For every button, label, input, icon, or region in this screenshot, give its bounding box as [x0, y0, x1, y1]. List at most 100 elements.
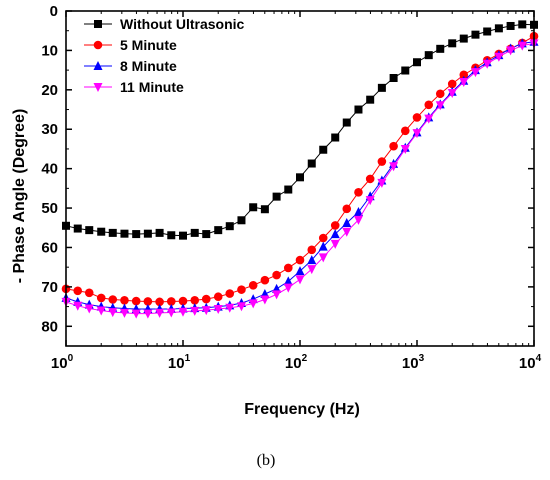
- data-point: [283, 283, 293, 293]
- data-point: [73, 224, 82, 233]
- data-point: [85, 226, 94, 235]
- data-point: [283, 276, 293, 286]
- y-tick-label: 60: [41, 239, 58, 256]
- data-point: [412, 113, 422, 122]
- data-point: [272, 270, 281, 280]
- data-point: [96, 293, 106, 303]
- data-point: [236, 302, 246, 312]
- data-point: [471, 30, 480, 39]
- y-tick-label: 50: [41, 200, 58, 217]
- y-tick-label: 20: [41, 82, 58, 99]
- data-point: [400, 144, 410, 154]
- data-point: [190, 306, 200, 316]
- y-tick-label: 10: [41, 42, 58, 59]
- data-point: [377, 178, 387, 188]
- data-point: [283, 263, 293, 273]
- legend-item-2: 8 Minute: [84, 58, 177, 74]
- data-point: [213, 304, 223, 314]
- legend-item-3: 11 Minute: [84, 79, 184, 95]
- data-point: [96, 306, 106, 316]
- data-point: [237, 216, 246, 225]
- data-point: [377, 157, 387, 166]
- data-point: [424, 51, 433, 60]
- data-point: [73, 301, 83, 311]
- plot-frame: [65, 10, 535, 347]
- data-point: [330, 239, 340, 249]
- data-point: [400, 126, 410, 136]
- data-point: [155, 308, 165, 318]
- data-point: [201, 294, 211, 304]
- data-point: [190, 295, 200, 305]
- x-axis-title: Frequency (Hz): [244, 401, 360, 418]
- data-point: [470, 68, 480, 78]
- data-point: [166, 308, 176, 318]
- data-point: [330, 221, 340, 230]
- data-point: [494, 24, 503, 33]
- data-point: [214, 226, 223, 235]
- data-point: [342, 204, 352, 214]
- legend-item-0: Without Ultrasonic: [84, 16, 245, 32]
- data-point: [120, 229, 129, 238]
- data-point: [307, 159, 316, 168]
- data-point: [307, 245, 317, 255]
- data-point: [143, 309, 153, 319]
- data-point: [84, 288, 94, 298]
- x-tick-label: 103: [402, 353, 425, 372]
- data-point: [307, 255, 317, 265]
- data-point: [248, 281, 258, 290]
- x-tick-label: 100: [51, 353, 74, 372]
- x-tick-label: 102: [285, 353, 308, 372]
- data-point: [365, 174, 375, 184]
- data-point: [131, 309, 141, 319]
- data-point: [167, 231, 176, 240]
- data-point: [272, 192, 281, 201]
- data-point: [389, 74, 398, 82]
- series-layer: [61, 20, 539, 319]
- data-point: [225, 289, 235, 298]
- data-point: [97, 227, 106, 236]
- data-point: [143, 297, 153, 306]
- data-point: [353, 207, 363, 216]
- data-point: [143, 229, 152, 238]
- data-point: [366, 95, 375, 104]
- data-point: [178, 296, 188, 306]
- data-point: [342, 227, 352, 237]
- data-point: [447, 88, 457, 98]
- y-tick-label: 70: [41, 279, 58, 296]
- data-point: [354, 187, 363, 197]
- data-point: [435, 89, 445, 99]
- data-point: [120, 295, 129, 305]
- data-point: [295, 275, 305, 285]
- data-point: [155, 297, 164, 307]
- y-tick-label: 40: [41, 161, 58, 178]
- data-point: [295, 266, 305, 276]
- data-point: [284, 185, 293, 194]
- data-point: [296, 173, 304, 182]
- data-point: [354, 105, 363, 114]
- data-point: [73, 286, 83, 296]
- data-point: [108, 228, 117, 237]
- data-point: [213, 292, 223, 302]
- data-point: [318, 233, 328, 243]
- data-point: [494, 52, 504, 62]
- data-point: [483, 27, 492, 36]
- data-point: [319, 145, 328, 154]
- y-axis-title: - Phase Angle (Degree): [11, 109, 28, 284]
- data-point: [353, 215, 363, 225]
- data-point: [377, 83, 386, 92]
- data-point: [190, 228, 199, 237]
- figure-caption: (b): [257, 452, 276, 469]
- y-tick-label: 80: [41, 318, 58, 335]
- data-point: [482, 59, 492, 69]
- legend-marker: [93, 61, 103, 70]
- data-point: [108, 295, 118, 304]
- data-point: [248, 299, 258, 309]
- data-point: [342, 118, 351, 127]
- data-point: [318, 253, 328, 263]
- data-point: [389, 162, 399, 172]
- data-point: [119, 308, 129, 318]
- data-point: [318, 241, 328, 251]
- data-point: [506, 46, 516, 56]
- data-point: [342, 218, 352, 228]
